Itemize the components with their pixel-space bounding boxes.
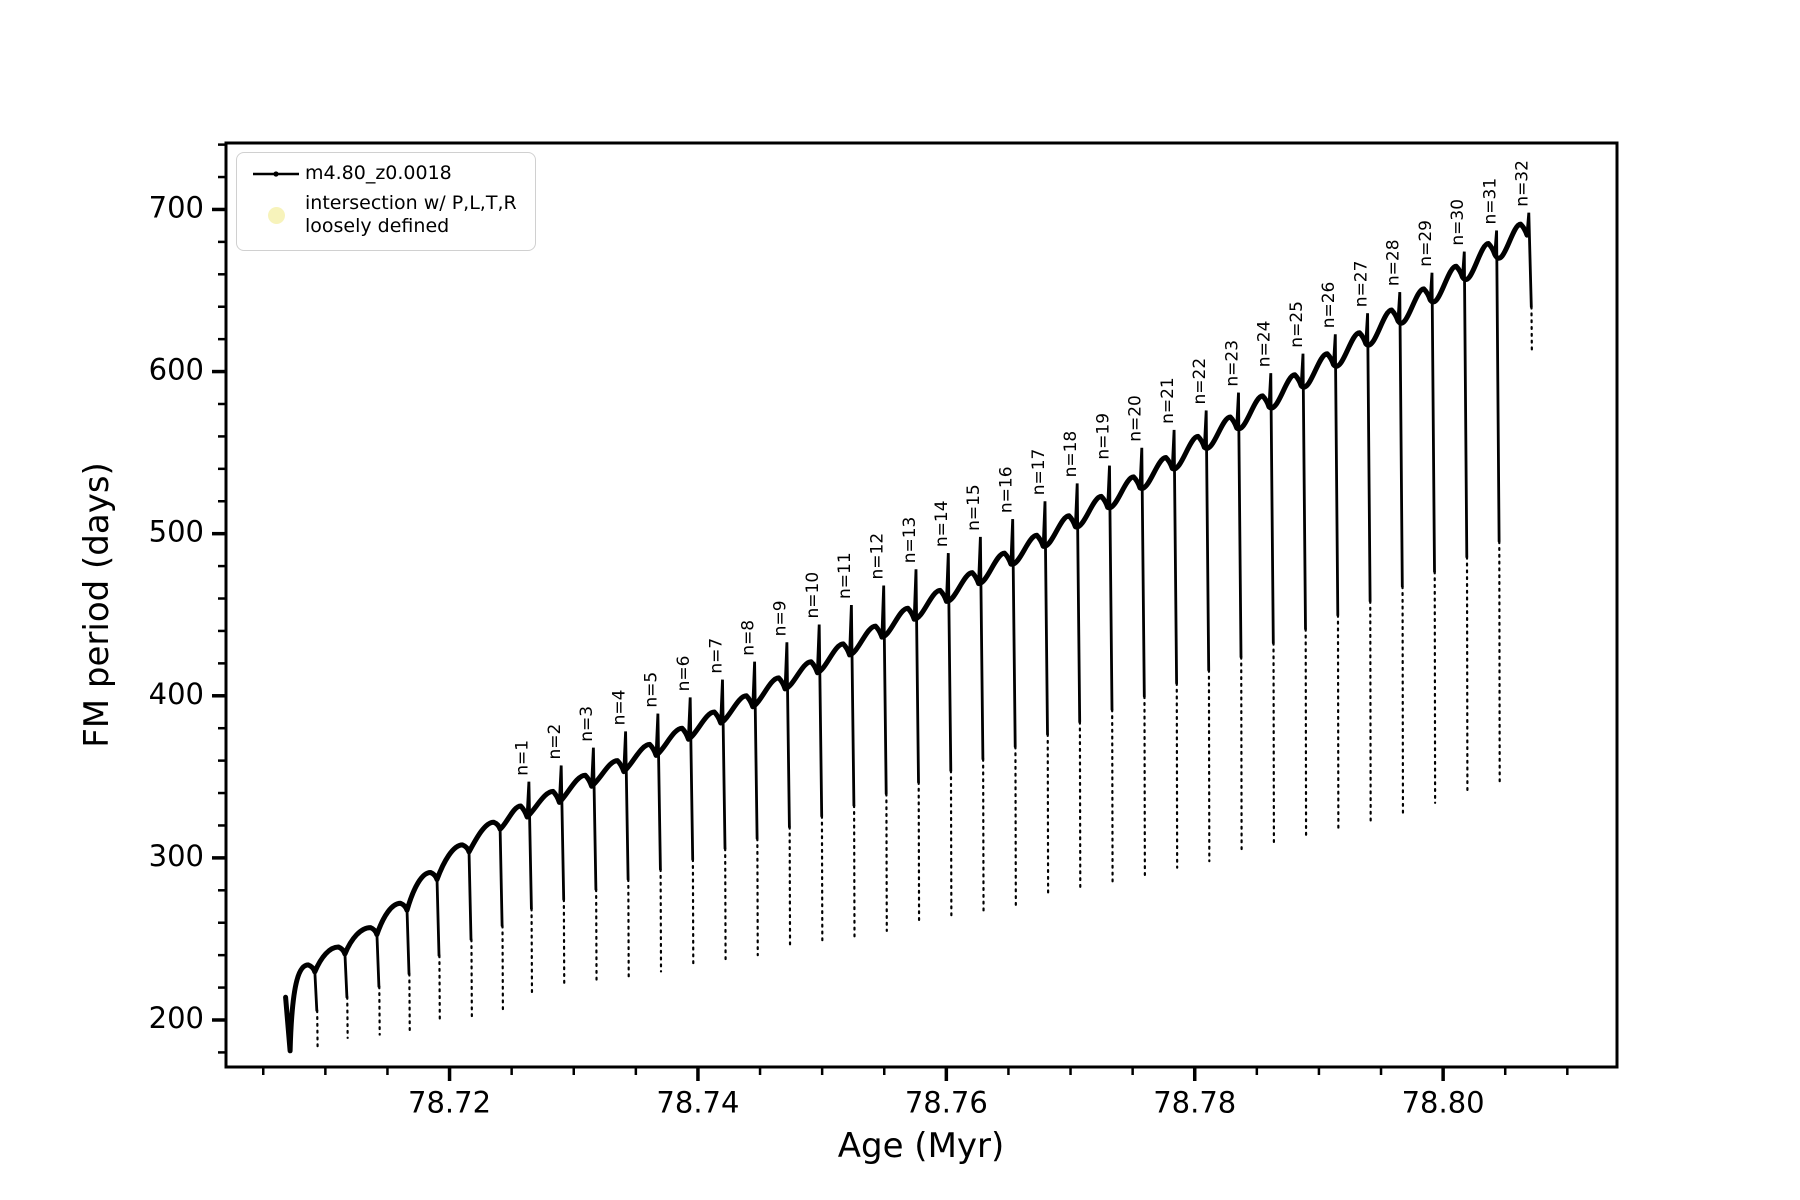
plot-frame (224, 141, 1619, 1069)
cycle-label: n=12 (868, 533, 888, 580)
y-tick-label: 300 (149, 839, 204, 873)
cycle-label: n=22 (1190, 358, 1210, 405)
x-tick-label: 78.74 (656, 1086, 739, 1120)
cycle-label: n=4 (609, 690, 629, 726)
cycle-label: n=31 (1480, 178, 1500, 225)
cycle-label: n=6 (674, 656, 694, 692)
cycle-label: n=8 (738, 620, 758, 656)
cycle-label: n=1 (513, 740, 533, 776)
cycle-label: n=13 (900, 517, 920, 564)
cycle-label: n=9 (771, 600, 791, 636)
cycle-label: n=20 (1126, 395, 1146, 442)
x-tick-label: 78.78 (1153, 1086, 1236, 1120)
x-tick-label: 78.72 (408, 1086, 491, 1120)
cycle-label: n=11 (835, 552, 855, 599)
cycle-label: n=21 (1158, 377, 1178, 424)
cycle-label: n=16 (997, 466, 1017, 513)
cycle-label: n=32 (1513, 160, 1533, 207)
cycle-label: n=26 (1319, 282, 1339, 329)
cycle-label: n=30 (1448, 199, 1468, 246)
cycle-label: n=15 (964, 484, 984, 531)
cycle-label: n=3 (577, 706, 597, 742)
cycle-label: n=29 (1416, 220, 1436, 267)
series-spikes-path (313, 212, 1533, 1012)
cycle-label: n=23 (1222, 340, 1242, 387)
legend-label-series: m4.80_z0.0018 (305, 162, 452, 184)
y-tick-label: 600 (149, 353, 204, 387)
cycle-label: n=14 (932, 500, 952, 547)
cycle-label: n=2 (545, 724, 565, 760)
legend: m4.80_z0.0018 intersection w/ P,L,T,R lo… (236, 152, 536, 251)
line-dot-marker-icon (247, 165, 305, 183)
circle-marker-icon (247, 206, 305, 224)
cycle-label: n=10 (803, 572, 823, 619)
cycle-label: n=27 (1351, 261, 1371, 308)
cycle-label: n=18 (1061, 431, 1081, 478)
cycle-label: n=17 (1029, 449, 1049, 496)
cycle-label: n=25 (1287, 301, 1307, 348)
x-axis-label: Age (Myr) (837, 1126, 1005, 1166)
series-path (283, 221, 1530, 1054)
cycle-label: n=24 (1255, 321, 1275, 368)
legend-entry-intersection: intersection w/ P,L,T,R loosely defined (247, 192, 517, 238)
y-tick-label: 400 (149, 677, 204, 711)
legend-entry-series: m4.80_z0.0018 (247, 162, 517, 185)
y-tick-label: 200 (149, 1001, 204, 1035)
x-tick-label: 78.76 (905, 1086, 988, 1120)
legend-label-intersection: intersection w/ P,L,T,R loosely defined (305, 192, 517, 238)
y-tick-label: 700 (149, 190, 204, 224)
y-axis-label: FM period (days) (77, 462, 117, 748)
y-tick-label: 500 (149, 515, 204, 549)
cycle-label: n=7 (706, 638, 726, 674)
x-tick-label: 78.80 (1402, 1086, 1485, 1120)
cycle-label: n=19 (1093, 413, 1113, 460)
cycle-label: n=5 (642, 672, 662, 708)
cycle-label: n=28 (1384, 239, 1404, 286)
